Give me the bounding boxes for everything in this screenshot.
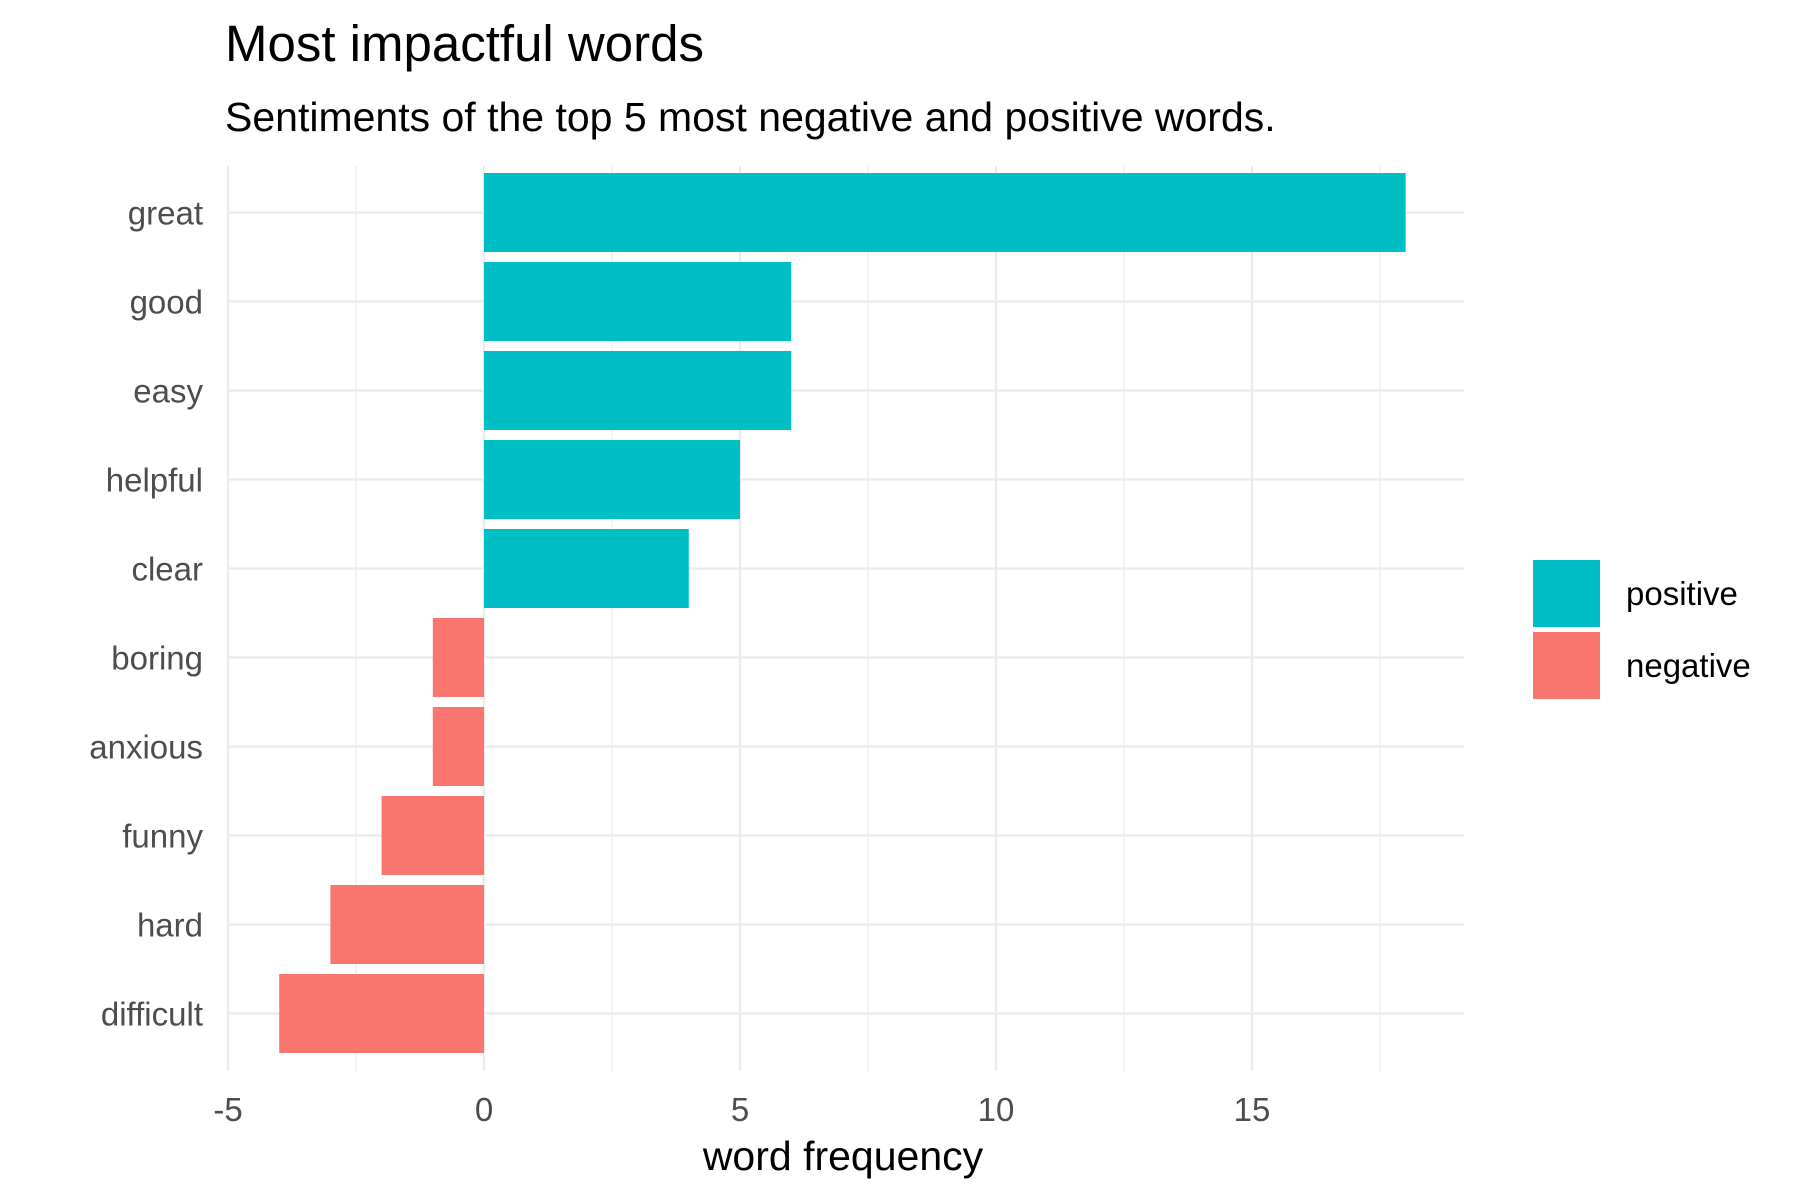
y-tick-label: great [128,195,203,232]
y-tick-label: hard [137,907,203,944]
bar-clear [484,529,689,608]
x-tick-label: 5 [731,1091,749,1128]
y-tick-label: difficult [101,996,203,1033]
x-axis-ticks: -5 0 5 10 15 [213,1091,1270,1128]
legend-label-negative: negative [1626,647,1751,684]
x-tick-label: 0 [475,1091,493,1128]
y-tick-label: helpful [106,462,203,499]
bar-anxious [432,707,484,786]
chart-title: Most impactful words [225,15,704,72]
bar-funny [381,796,484,875]
x-axis-label: word frequency [702,1133,984,1179]
bars [279,173,1406,1053]
y-axis-ticks: great good easy helpful clear boring anxious fu… [89,195,203,1033]
bar-hard [330,885,484,964]
bar-boring [432,618,484,697]
legend-key-positive [1533,560,1600,627]
x-tick-label: 10 [978,1091,1015,1128]
bar-great [484,173,1406,252]
bar-easy [484,351,792,430]
chart-subtitle: Sentiments of the top 5 most negative an… [225,94,1276,140]
y-tick-label: good [130,284,203,321]
bar-good [484,262,792,341]
y-tick-label: anxious [89,729,203,766]
y-tick-label: funny [122,818,203,855]
x-tick-label: 15 [1234,1091,1271,1128]
legend-key-negative [1533,632,1600,699]
bar-helpful [484,440,740,519]
y-tick-label: boring [111,640,203,677]
y-tick-label: clear [131,551,203,588]
legend-label-positive: positive [1626,575,1738,612]
y-tick-label: easy [133,373,203,410]
x-tick-label: -5 [213,1091,242,1128]
bar-difficult [279,974,484,1053]
legend: positive negative [1533,560,1751,699]
